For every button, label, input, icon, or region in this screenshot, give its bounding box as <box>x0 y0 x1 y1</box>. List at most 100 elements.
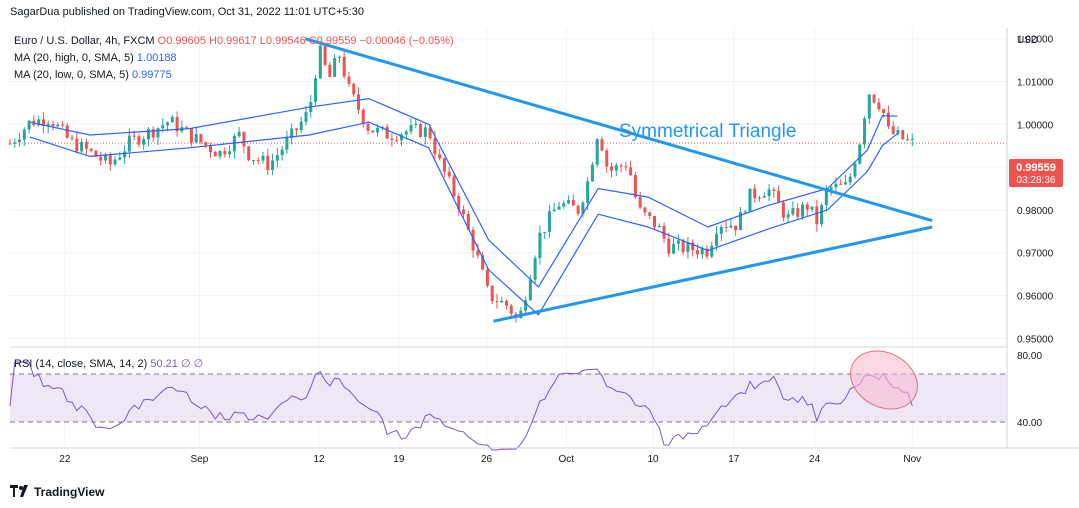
candle-body <box>796 208 800 217</box>
time-tick-label: 26 <box>481 454 493 465</box>
candle-body <box>385 126 389 139</box>
legend-ma-low-row: MA (20, low, 0, SMA, 5) 0.99775 <box>14 69 172 81</box>
legend-rsi-extra: ∅ ∅ <box>180 358 204 370</box>
candle-body <box>366 123 370 131</box>
price-tick-label: 1.00000 <box>1017 120 1054 131</box>
candle-body <box>438 154 442 159</box>
candle-body <box>103 155 107 161</box>
candle-body <box>452 176 456 196</box>
candle-body <box>199 134 203 143</box>
candle-body <box>80 141 84 152</box>
candle-body <box>89 148 93 151</box>
candle-body <box>896 130 900 134</box>
footer-brand[interactable]: TradingView <box>34 485 105 499</box>
candle-body <box>567 200 571 204</box>
candle-body <box>762 196 766 198</box>
chart-canvas[interactable]: 1.020001.010001.000000.990000.980000.970… <box>0 0 1079 476</box>
candle-body <box>882 109 886 114</box>
candle-body <box>600 139 604 151</box>
candle-body <box>495 301 499 303</box>
candle-body <box>848 176 852 183</box>
candle-body <box>743 211 747 213</box>
candle-body <box>867 94 871 119</box>
bar-countdown: 03:28:36 <box>1017 175 1056 186</box>
candle-body <box>285 137 289 150</box>
tradingview-logo-icon[interactable] <box>10 485 32 499</box>
candle-body <box>99 156 103 161</box>
candle-body <box>901 130 905 140</box>
candle-body <box>247 146 251 161</box>
candle-body <box>738 212 742 231</box>
candle-body <box>839 183 843 185</box>
candle-body <box>251 160 255 162</box>
candle-body <box>657 225 661 228</box>
ma-high-line <box>29 97 898 288</box>
candle-body <box>56 124 60 127</box>
legend-rsi-value: 50.21 <box>150 358 178 370</box>
candle-body <box>18 139 22 143</box>
candle-body <box>65 125 69 138</box>
candle-body <box>113 159 117 165</box>
legend-ma-high-row: MA (20, high, 0, SMA, 5) 1.00188 <box>14 52 177 64</box>
candle-body <box>614 165 618 171</box>
candle-body <box>810 206 814 210</box>
candle-body <box>70 137 74 139</box>
candle-body <box>633 175 637 198</box>
candle-body <box>652 216 656 228</box>
candle-body <box>390 138 394 140</box>
legend-ma-low-label[interactable]: MA (20, low, 0, SMA, 5) <box>14 69 129 81</box>
candle-body <box>146 129 150 140</box>
candle-body <box>581 202 585 214</box>
candle-body <box>547 211 551 232</box>
candle-body <box>75 138 79 152</box>
candle-body <box>786 214 790 218</box>
legend-ma-high-label[interactable]: MA (20, high, 0, SMA, 5) <box>14 52 134 64</box>
candle-body <box>127 135 131 152</box>
candle-body <box>304 112 308 122</box>
time-tick-label: 22 <box>59 454 71 465</box>
rsi-band-fill <box>10 374 1007 422</box>
candle-body <box>423 127 427 137</box>
candle-body <box>877 102 881 110</box>
candle-body <box>462 209 466 214</box>
publisher-line: SagarDua published on TradingView.com, O… <box>10 6 364 18</box>
candle-body <box>638 197 642 208</box>
legend-ohlc: O0.99605 H0.99617 L0.99546 C0.99559 −0.0… <box>157 35 454 47</box>
candle-body <box>142 139 146 145</box>
candle-body <box>352 83 356 95</box>
candle-body <box>729 225 733 228</box>
candle-body <box>342 56 346 77</box>
candle-body <box>471 229 475 251</box>
candle-body <box>528 279 532 301</box>
candle-body <box>428 127 432 139</box>
triangle-annotation: Symmetrical Triangle <box>619 121 796 142</box>
legend-symbol[interactable]: Euro / U.S. Dollar, 4h, FXCM <box>14 35 155 47</box>
candle-body <box>524 300 528 311</box>
candle-body <box>853 163 857 177</box>
candle-body <box>442 158 446 172</box>
candle-body <box>910 138 914 140</box>
price-tick-label: 0.97000 <box>1017 249 1054 260</box>
candle-body <box>734 225 738 231</box>
candle-body <box>576 205 580 214</box>
candle-body <box>686 242 690 252</box>
currency-label: USD <box>1017 35 1038 46</box>
candle-body <box>419 124 423 137</box>
candle-body <box>166 122 170 126</box>
rsi-highlight-ellipse <box>850 350 918 410</box>
candle-body <box>223 150 227 155</box>
candle-body <box>610 166 614 171</box>
legend-rsi-label[interactable]: RSI (14, close, SMA, 14, 2) <box>14 358 148 370</box>
candle-body <box>758 197 762 199</box>
candle-body <box>886 113 890 127</box>
candle-body <box>724 226 728 228</box>
candle-body <box>261 155 265 161</box>
ma-low-line <box>29 121 898 316</box>
candle-body <box>204 142 208 146</box>
candle-body <box>457 195 461 210</box>
candle-body <box>748 188 752 212</box>
candle-body <box>132 135 136 137</box>
candle-body <box>108 155 112 165</box>
candle-body <box>533 257 537 280</box>
candle-body <box>118 157 122 160</box>
